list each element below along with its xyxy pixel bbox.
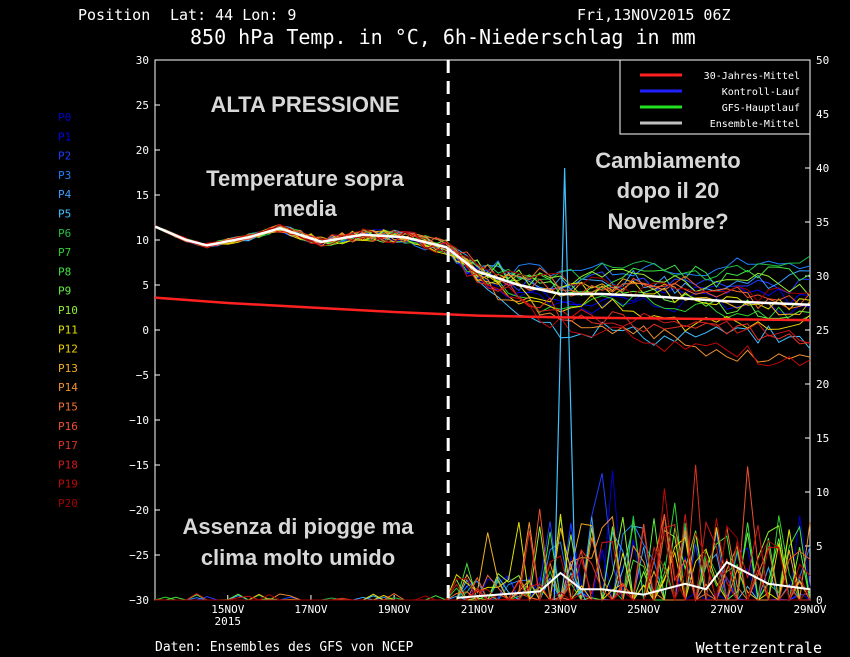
ensemble-mean-line — [154, 225, 811, 307]
member-label: P2 — [58, 150, 71, 163]
plot-frame — [154, 59, 811, 601]
y-left-tick-label: −15 — [129, 459, 149, 472]
legend-label: GFS-Hauptlauf — [722, 103, 800, 114]
y-left-tick-label: 15 — [136, 189, 149, 202]
x-tick-label: 25NOV — [627, 603, 660, 616]
x-tick-sublabel: 2015 — [215, 615, 242, 628]
y-left-tick-label: −30 — [129, 594, 149, 607]
x-tick-label: 29NOV — [793, 603, 826, 616]
member-label: P6 — [58, 227, 71, 240]
annotation-no-rain-2: clima molto umido — [201, 545, 395, 570]
y-right-tick-label: 25 — [816, 324, 829, 337]
member-precip-line — [155, 524, 811, 602]
y-axis-left: 30 25 20 15 10 5 0 −5 −10 −15 −20 −25 −30 — [129, 54, 160, 607]
member-label: P9 — [58, 285, 71, 298]
x-tick-label: 15NOV — [211, 603, 244, 616]
member-label: P8 — [58, 265, 71, 278]
member-label: P15 — [58, 401, 78, 414]
member-label: P7 — [58, 246, 71, 259]
x-tick-label: 17NOV — [294, 603, 327, 616]
y-left-tick-label: −5 — [136, 369, 149, 382]
y-left-tick-label: 0 — [142, 324, 149, 337]
annotation-change-1: Cambiamento — [595, 148, 740, 173]
member-label: P18 — [58, 458, 78, 471]
legend-label: Ensemble-Mittel — [710, 119, 800, 130]
member-label: P10 — [58, 304, 78, 317]
member-precip-line — [155, 522, 811, 602]
member-label: P13 — [58, 362, 78, 375]
annotation-no-rain-1: Assenza di piogge ma — [182, 514, 414, 539]
brand-label: Wetterzentrale — [696, 639, 822, 657]
member-label: P17 — [58, 439, 78, 452]
member-label: P12 — [58, 343, 78, 356]
annotation-high-pressure: ALTA PRESSIONE — [210, 92, 399, 117]
member-label: P0 — [58, 111, 71, 124]
key-series — [154, 225, 811, 599]
member-precip-line — [155, 488, 811, 601]
member-label: P4 — [58, 188, 72, 201]
y-left-tick-label: 30 — [136, 54, 149, 67]
y-right-tick-label: 10 — [816, 486, 829, 499]
y-right-tick-label: 15 — [816, 432, 829, 445]
member-temp-line — [154, 223, 811, 303]
annotation-change-3: Novembre? — [607, 209, 728, 234]
member-label: P20 — [58, 497, 78, 510]
x-tick-label: 21NOV — [461, 603, 494, 616]
precipitation-lines — [154, 167, 811, 602]
lat-lon: Lat: 44 Lon: 9 — [170, 6, 296, 24]
precip-mean-line — [456, 560, 811, 599]
member-label: P16 — [58, 420, 78, 433]
run-date: Fri,13NOV2015 06Z — [577, 6, 731, 24]
member-label: P1 — [58, 130, 71, 143]
member-label: P5 — [58, 208, 71, 221]
y-right-tick-label: 5 — [816, 540, 823, 553]
y-right-tick-label: 0 — [816, 594, 823, 607]
member-label: P11 — [58, 323, 78, 336]
data-source: Daten: Ensembles des GFS von NCEP — [155, 640, 413, 655]
member-label: P3 — [58, 169, 71, 182]
position-label: Position — [78, 6, 150, 24]
y-left-tick-label: 25 — [136, 99, 149, 112]
climate-mean-line — [154, 296, 811, 322]
y-left-tick-label: 10 — [136, 234, 149, 247]
member-label: P14 — [58, 381, 78, 394]
y-right-tick-label: 30 — [816, 270, 829, 283]
y-right-tick-label: 50 — [816, 54, 829, 67]
member-list: P0 P1 P2 P3 P4 P5 P6 P7 P8 P9 P10 P11 P12 P13 P14 P15 P1… — [58, 111, 78, 510]
y-left-tick-label: −25 — [129, 549, 149, 562]
x-tick-label: 27NOV — [710, 603, 743, 616]
y-right-tick-label: 20 — [816, 378, 829, 391]
x-tick-label: 23NOV — [544, 603, 577, 616]
member-label: P19 — [58, 478, 78, 491]
y-left-tick-label: 5 — [142, 279, 149, 292]
y-left-tick-label: 20 — [136, 144, 149, 157]
chart-title: 850 hPa Temp. in °C, 6h-Niederschlag in … — [190, 25, 696, 49]
y-left-tick-label: −20 — [129, 504, 149, 517]
annotation-change-2: dopo il 20 — [617, 178, 720, 203]
x-tick-label: 19NOV — [378, 603, 411, 616]
y-left-tick-label: −10 — [129, 414, 149, 427]
annotation-temp-above-2: media — [273, 196, 337, 221]
legend-label: Kontroll-Lauf — [722, 87, 800, 98]
y-right-tick-label: 40 — [816, 162, 829, 175]
y-right-tick-label: 35 — [816, 216, 829, 229]
y-right-tick-label: 45 — [816, 108, 829, 121]
annotation-temp-above-1: Temperature sopra — [206, 166, 404, 191]
legend-label: 30-Jahres-Mittel — [704, 71, 800, 82]
legend: 30-Jahres-Mittel Kontroll-Lauf GFS-Hauptla… — [619, 59, 811, 135]
member-temp-line — [154, 224, 811, 332]
